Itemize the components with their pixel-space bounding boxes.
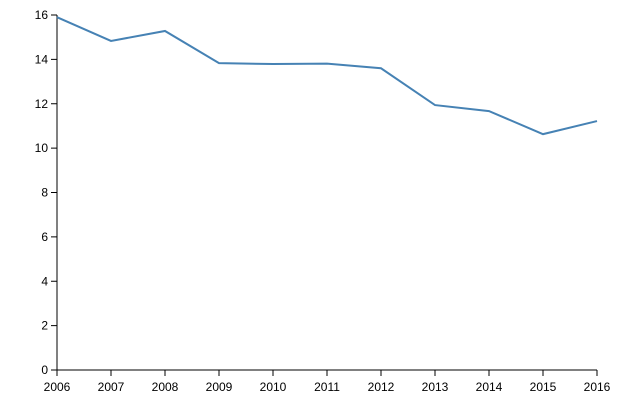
- x-tick-label: 2006: [44, 380, 71, 394]
- line-series: [56, 16, 598, 136]
- x-tick-label: 2016: [584, 380, 611, 394]
- y-tick-label: 16: [35, 8, 49, 22]
- x-tick-label: 2015: [530, 380, 557, 394]
- y-tick-label: 12: [35, 97, 49, 111]
- x-tick-label: 2014: [476, 380, 503, 394]
- y-tick-label: 6: [41, 230, 48, 244]
- x-tick-label: 2009: [206, 380, 233, 394]
- x-tick-label: 2012: [368, 380, 395, 394]
- x-tick-label: 2011: [314, 380, 340, 394]
- x-tick-label: 2010: [260, 380, 287, 394]
- x-tick-label: 2013: [422, 380, 449, 394]
- x-tick-label: 2007: [98, 380, 125, 394]
- y-tick-label: 4: [41, 274, 48, 288]
- x-tick-label: 2008: [152, 380, 179, 394]
- y-tick-label: 14: [35, 52, 49, 66]
- y-tick-label: 2: [41, 319, 48, 333]
- y-tick-label: 8: [41, 186, 48, 200]
- y-tick-label: 10: [35, 141, 49, 155]
- y-tick-label: 0: [41, 363, 48, 377]
